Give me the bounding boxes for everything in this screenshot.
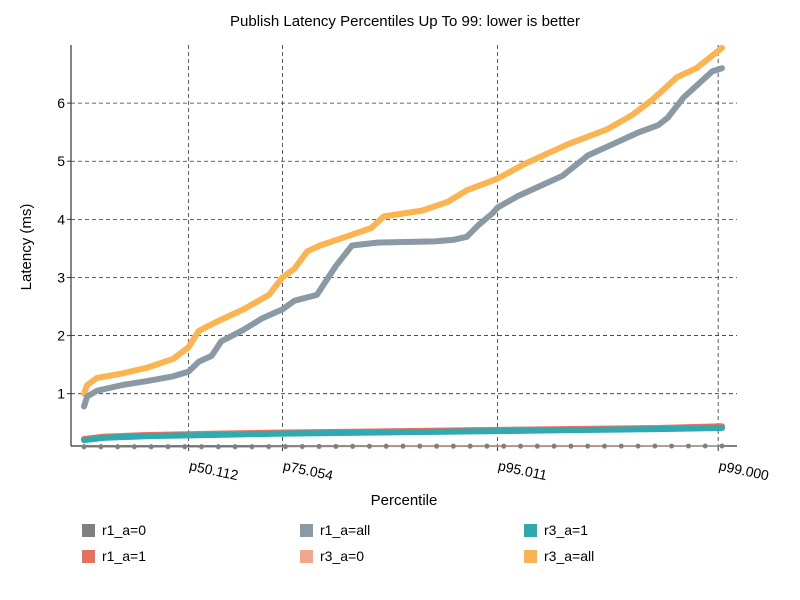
legend-swatch (82, 549, 95, 563)
legend-label: r3_a=all (544, 548, 595, 564)
series-point-r1-a-0 (182, 444, 188, 449)
series-point-r1-a-0 (518, 443, 523, 449)
series-point-r1-a-0 (215, 444, 221, 449)
series-line-r1-a-all (81, 65, 725, 410)
series-point-r1-a-0 (501, 443, 507, 449)
axes (67, 45, 737, 451)
y-tick-label: 3 (57, 269, 65, 285)
series-point-r1-a-0 (199, 444, 204, 449)
x-tick-label: p95.011 (497, 457, 549, 483)
series-point-r1-a-0 (299, 443, 305, 449)
series-point-r1-a-0 (686, 443, 691, 449)
series-point-r1-a-0 (266, 444, 272, 449)
series-point-r1-a-0 (383, 443, 389, 449)
legend-item-r1-a-all: r1_a=all (300, 522, 370, 538)
legend-label: r1_a=all (320, 522, 371, 538)
grid (71, 45, 737, 446)
series-point-r1-a-0 (450, 443, 456, 449)
series-point-r1-a-0 (602, 443, 607, 449)
series-line-r3-a-1 (81, 425, 725, 444)
series-point-r1-a-0 (618, 443, 624, 449)
legend-swatch (300, 549, 313, 563)
y-tick-label: 5 (57, 153, 65, 169)
legend-label: r1_a=0 (102, 522, 146, 538)
legend-swatch (524, 549, 537, 563)
series-point-r1-a-0 (367, 443, 372, 449)
legend-label: r3_a=0 (320, 548, 364, 564)
y-tick-label: 2 (57, 328, 65, 344)
x-axis-label: Percentile (371, 492, 438, 509)
series-point-r1-a-0 (350, 443, 356, 449)
series-point-r1-a-0 (400, 443, 406, 449)
series-point-r1-a-0 (165, 444, 171, 449)
legend-item-r1-a-1: r1_a=1 (82, 548, 146, 564)
series-point-r1-a-0 (98, 444, 104, 449)
chart-title: Publish Latency Percentiles Up To 99: lo… (230, 13, 580, 30)
legend-label: r1_a=1 (102, 548, 146, 564)
series-point-r1-a-0 (232, 444, 238, 449)
legend-item-r1-a-0: r1_a=0 (82, 522, 146, 538)
series-point-r1-a-0 (585, 443, 591, 449)
y-tick-label: 6 (57, 95, 65, 111)
y-axis-label: Latency (ms) (18, 204, 35, 291)
series-line-r3-a-all (81, 44, 725, 397)
series-point-r1-a-0 (719, 443, 725, 449)
series-point-r1-a-0 (702, 443, 708, 449)
series-point-r1-a-0 (115, 444, 120, 449)
legend-swatch (524, 523, 537, 537)
series-point-r1-a-0 (652, 443, 658, 449)
x-tick-label: p99.000 (718, 457, 771, 483)
series-point-r1-a-0 (417, 443, 423, 449)
series-point-r1-a-0 (484, 443, 490, 449)
series-point-r1-a-0 (249, 444, 255, 449)
series-point-r1-a-0 (81, 444, 87, 449)
legend-item-r3-a-1: r3_a=1 (524, 522, 588, 538)
latency-chart: Publish Latency Percentiles Up To 99: lo… (18, 13, 771, 509)
y-tick-label: 4 (57, 211, 65, 227)
x-tick-label: p50.112 (188, 457, 240, 483)
legend-item-r3-a-0: r3_a=0 (300, 548, 364, 564)
legend-label: r3_a=1 (544, 522, 588, 538)
series-point-r1-a-0 (534, 443, 540, 449)
legend-swatch (300, 523, 313, 537)
y-tick-label: 1 (57, 386, 65, 402)
x-tick-label: p75.054 (282, 457, 335, 483)
series-point-r1-a-0 (669, 443, 675, 449)
series-point-r1-a-0 (148, 444, 154, 449)
series-layer (81, 44, 725, 450)
series-point-r1-a-0 (568, 443, 574, 449)
series-point-r1-a-0 (316, 443, 322, 449)
series-point-r1-a-0 (551, 443, 557, 449)
series-point-r1-a-0 (283, 444, 288, 449)
series-point-r1-a-0 (131, 444, 137, 449)
series-point-r1-a-0 (635, 443, 641, 449)
series-point-r1-a-0 (467, 443, 473, 449)
legend-swatch (82, 523, 95, 537)
series-point-r1-a-0 (333, 443, 339, 449)
legend-item-r3-a-all: r3_a=all (524, 548, 594, 564)
series-point-r1-a-0 (434, 443, 439, 449)
